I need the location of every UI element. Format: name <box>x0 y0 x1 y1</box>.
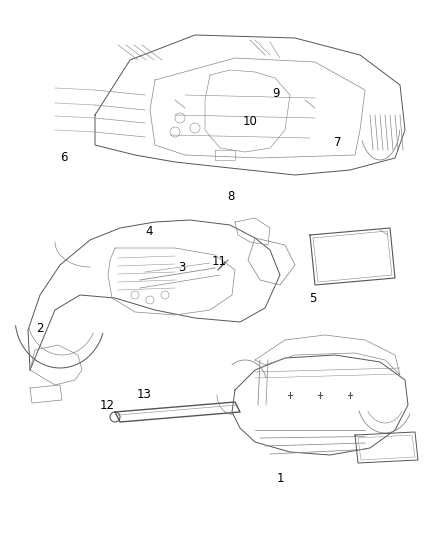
Text: 8: 8 <box>227 190 234 203</box>
Text: 7: 7 <box>333 136 341 149</box>
Text: 10: 10 <box>242 115 257 128</box>
Text: 2: 2 <box>35 322 43 335</box>
Text: 1: 1 <box>276 472 284 485</box>
Text: 11: 11 <box>212 255 226 268</box>
Text: 9: 9 <box>272 87 280 100</box>
Text: 3: 3 <box>178 261 185 274</box>
Text: 6: 6 <box>60 151 67 164</box>
Text: 4: 4 <box>145 225 153 238</box>
Text: 12: 12 <box>100 399 115 411</box>
Text: 13: 13 <box>137 388 152 401</box>
Text: 5: 5 <box>310 292 317 305</box>
